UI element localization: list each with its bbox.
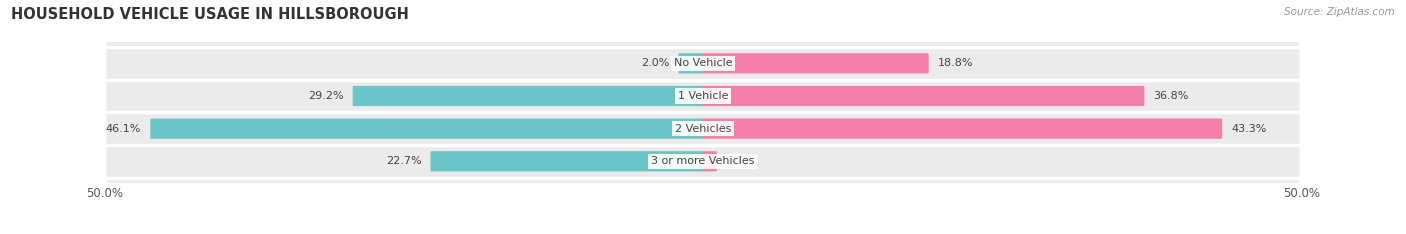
FancyBboxPatch shape xyxy=(703,86,1144,106)
Text: 1.1%: 1.1% xyxy=(725,156,754,166)
Text: 2.0%: 2.0% xyxy=(641,58,669,68)
Text: Source: ZipAtlas.com: Source: ZipAtlas.com xyxy=(1284,7,1395,17)
FancyBboxPatch shape xyxy=(150,119,703,139)
Text: 18.8%: 18.8% xyxy=(938,58,973,68)
FancyBboxPatch shape xyxy=(107,135,1299,187)
Text: 36.8%: 36.8% xyxy=(1153,91,1188,101)
Text: 2 Vehicles: 2 Vehicles xyxy=(675,124,731,134)
FancyBboxPatch shape xyxy=(353,86,703,106)
FancyBboxPatch shape xyxy=(107,103,1299,154)
Legend: Owner-occupied, Renter-occupied: Owner-occupied, Renter-occupied xyxy=(576,231,830,234)
Text: No Vehicle: No Vehicle xyxy=(673,58,733,68)
Text: 1 Vehicle: 1 Vehicle xyxy=(678,91,728,101)
FancyBboxPatch shape xyxy=(703,53,929,73)
Text: HOUSEHOLD VEHICLE USAGE IN HILLSBOROUGH: HOUSEHOLD VEHICLE USAGE IN HILLSBOROUGH xyxy=(11,7,409,22)
FancyBboxPatch shape xyxy=(703,151,717,172)
FancyBboxPatch shape xyxy=(703,119,1222,139)
Text: 29.2%: 29.2% xyxy=(308,91,343,101)
Text: 3 or more Vehicles: 3 or more Vehicles xyxy=(651,156,755,166)
FancyBboxPatch shape xyxy=(430,151,703,172)
FancyBboxPatch shape xyxy=(107,37,1299,89)
FancyBboxPatch shape xyxy=(679,53,703,73)
Text: 46.1%: 46.1% xyxy=(105,124,141,134)
FancyBboxPatch shape xyxy=(107,70,1299,122)
Text: 22.7%: 22.7% xyxy=(385,156,422,166)
Text: 43.3%: 43.3% xyxy=(1232,124,1267,134)
